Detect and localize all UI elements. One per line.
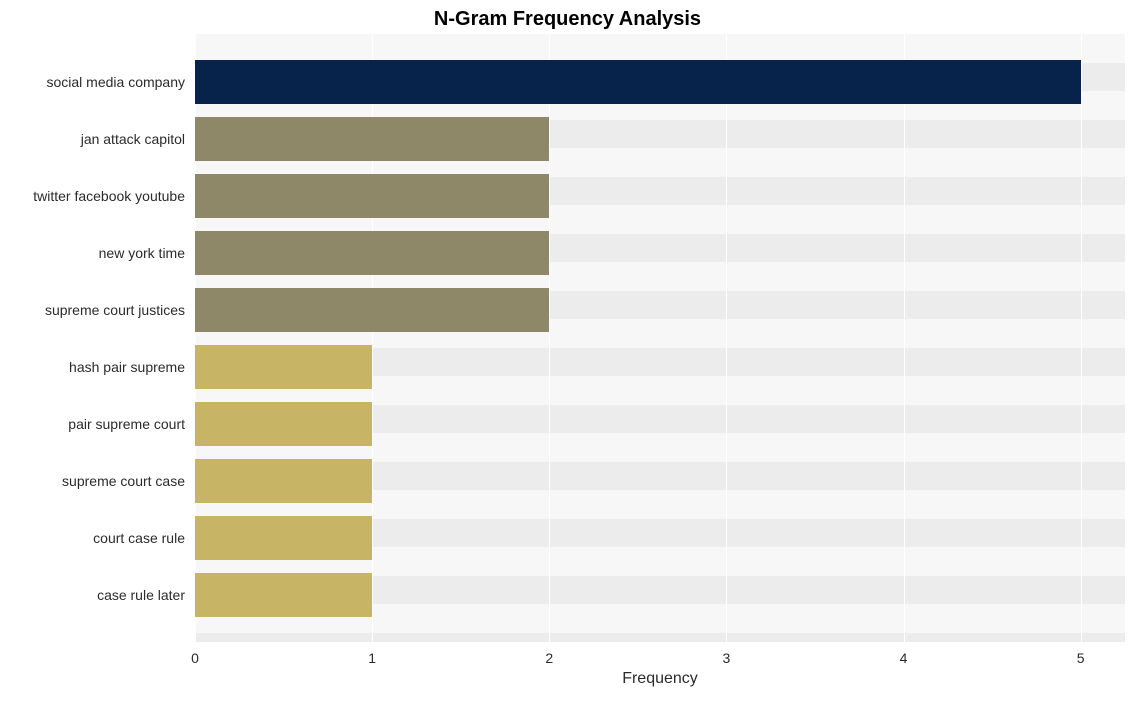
plot-area: Frequency 012345social media companyjan … [195,34,1125,642]
x-tick: 5 [1077,650,1085,666]
ngram-frequency-chart: N-Gram Frequency Analysis Frequency 0123… [0,0,1135,701]
gridline [904,34,905,642]
y-tick-label: new york time [99,245,195,261]
y-tick-label: case rule later [97,587,195,603]
bar [195,516,372,560]
y-tick-label: pair supreme court [68,416,195,432]
x-tick: 4 [900,650,908,666]
y-tick-label: supreme court justices [45,302,195,318]
gridline [1081,34,1082,642]
x-tick: 3 [723,650,731,666]
y-tick-label: jan attack capitol [81,131,195,147]
x-tick: 1 [368,650,376,666]
bg-stripe [195,633,1125,643]
x-axis-title: Frequency [195,670,1125,688]
gridline [549,34,550,642]
bar [195,117,549,161]
y-tick-label: twitter facebook youtube [33,188,195,204]
bar [195,231,549,275]
chart-title: N-Gram Frequency Analysis [0,8,1135,31]
y-tick-label: hash pair supreme [69,359,195,375]
y-tick-label: supreme court case [62,473,195,489]
bar [195,288,549,332]
bar [195,459,372,503]
x-tick: 2 [545,650,553,666]
bar [195,60,1081,104]
bar [195,174,549,218]
x-tick: 0 [191,650,199,666]
bar [195,402,372,446]
bar [195,345,372,389]
bar [195,573,372,617]
y-tick-label: social media company [46,74,195,90]
gridline [726,34,727,642]
y-tick-label: court case rule [93,530,195,546]
